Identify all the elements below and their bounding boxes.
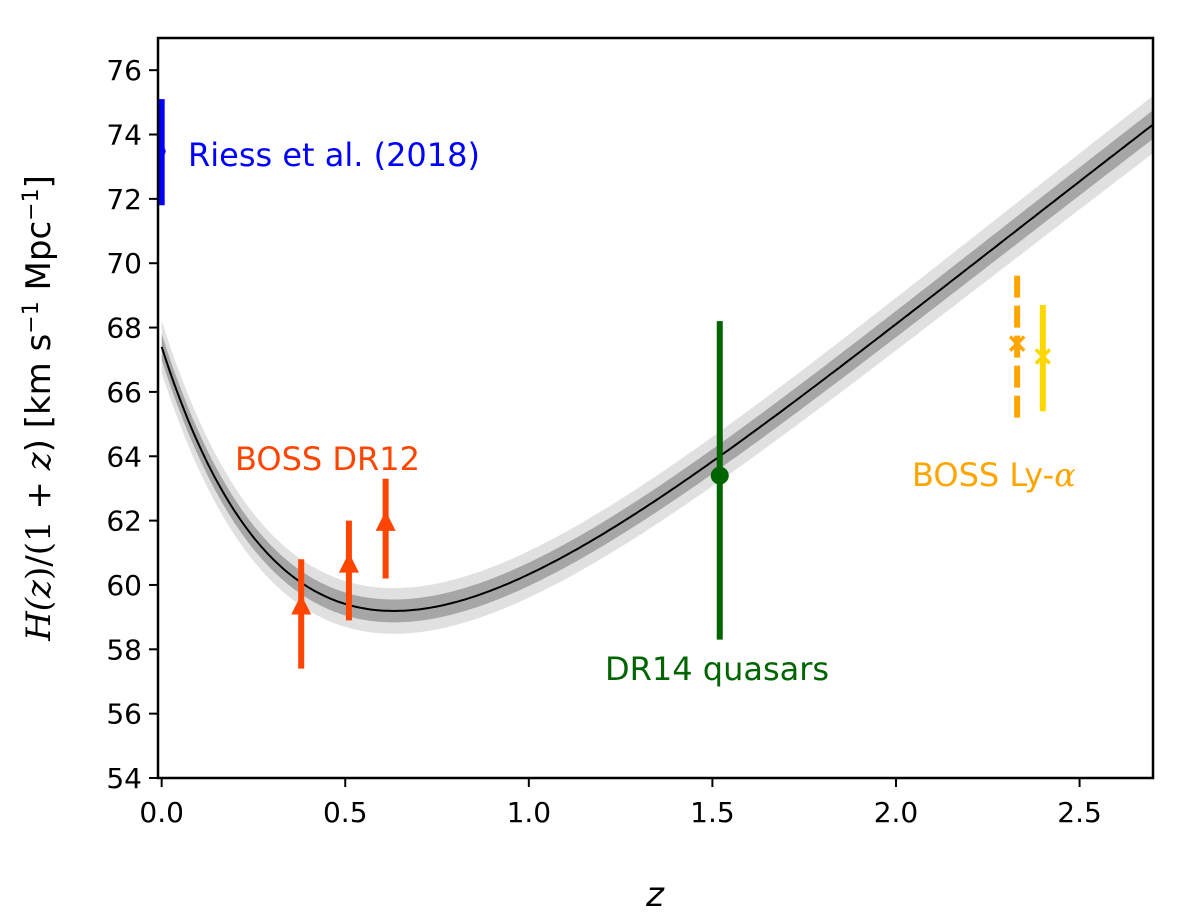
y-tick-label-2: 58 bbox=[106, 633, 142, 666]
y-tick-label-1: 56 bbox=[106, 698, 142, 731]
y-tick-label-9: 72 bbox=[106, 183, 142, 216]
data-point-2 bbox=[338, 520, 359, 621]
y-axis-label: H(z)/(1 + z) [km s−1 Mpc−1] bbox=[19, 175, 60, 642]
marker-dot-0 bbox=[158, 147, 166, 156]
model-group bbox=[160, 95, 1153, 634]
y-axis-ticks: 54 56 58 60 62 64 66 68 70 72 74 76 bbox=[106, 54, 158, 795]
annotation-boss-lya-prefix: BOSS Ly- bbox=[912, 456, 1054, 494]
x-tick-label-1: 0.5 bbox=[323, 796, 368, 829]
y-label-close: ] bbox=[19, 175, 59, 188]
x-tick-label-4: 2.0 bbox=[874, 796, 919, 829]
y-tick-label-5: 64 bbox=[106, 440, 142, 473]
x-tick-label-0: 0.0 bbox=[139, 796, 184, 829]
annotation-dr14-quasars: DR14 quasars bbox=[605, 650, 829, 688]
y-tick-label-8: 70 bbox=[106, 247, 142, 280]
data-points bbox=[158, 99, 1052, 669]
x-axis-ticks: 0.0 0.5 1.0 1.5 2.0 2.5 bbox=[139, 778, 1102, 829]
y-tick-label-4: 62 bbox=[106, 505, 142, 538]
annotation-boss-dr12: BOSS DR12 bbox=[235, 440, 420, 478]
x-tick-label-2: 1.0 bbox=[507, 796, 552, 829]
y-tick-label-11: 76 bbox=[106, 54, 142, 87]
y-tick-label-6: 66 bbox=[106, 376, 142, 409]
data-point-6 bbox=[1034, 305, 1052, 412]
y-label-z2: z bbox=[19, 451, 59, 471]
data-point-3 bbox=[375, 478, 396, 579]
marker-arrow-1 bbox=[291, 594, 312, 615]
y-label-sup2: −1 bbox=[19, 188, 44, 220]
marker-arrow-3 bbox=[375, 510, 396, 531]
y-tick-label-0: 54 bbox=[106, 762, 142, 795]
y-label-suffix: ) [km s bbox=[19, 334, 59, 453]
x-axis-label: z bbox=[645, 875, 665, 915]
marker-arrow-2 bbox=[338, 552, 359, 573]
annotation-boss-lya-symbol: α bbox=[1054, 456, 1076, 494]
data-point-0 bbox=[158, 99, 166, 206]
marker-x-5 bbox=[1008, 335, 1026, 352]
y-tick-label-3: 60 bbox=[106, 569, 142, 602]
x-tick-label-5: 2.5 bbox=[1057, 796, 1102, 829]
y-label-mpc: Mpc bbox=[19, 221, 59, 301]
x-tick-label-3: 1.5 bbox=[690, 796, 735, 829]
annotation-boss-lya: BOSS Ly-α bbox=[912, 456, 1076, 494]
model-curve bbox=[160, 123, 1153, 613]
y-tick-label-7: 68 bbox=[106, 312, 142, 345]
y-label-prefix: H( bbox=[19, 597, 59, 642]
y-label-sup1: −1 bbox=[19, 301, 44, 333]
y-label-z1: z bbox=[19, 579, 59, 599]
marker-dot-4 bbox=[710, 466, 729, 485]
data-point-1 bbox=[291, 559, 312, 669]
plot-frame bbox=[156, 36, 1155, 780]
y-tick-label-10: 74 bbox=[106, 119, 142, 152]
y-label-mid: )/(1 + bbox=[19, 470, 59, 580]
data-point-5 bbox=[1008, 269, 1026, 418]
marker-x-6 bbox=[1034, 348, 1052, 365]
data-point-4 bbox=[710, 321, 729, 640]
annotation-riess: Riess et al. (2018) bbox=[188, 136, 480, 174]
